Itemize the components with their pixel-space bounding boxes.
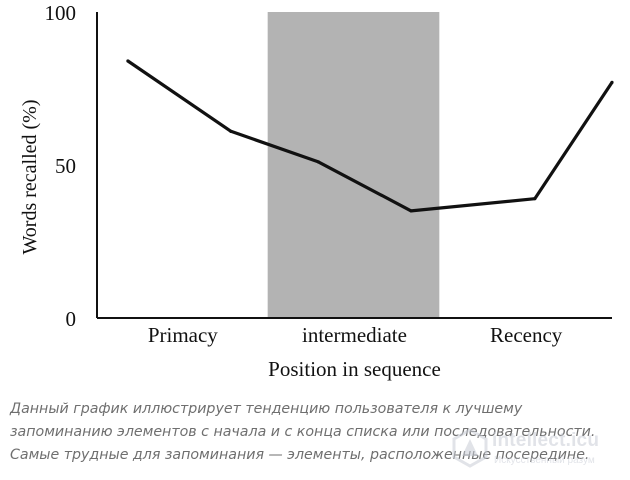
watermark-logo-icon bbox=[452, 428, 488, 468]
data-point bbox=[610, 80, 614, 84]
x-region-label: Recency bbox=[490, 323, 563, 347]
data-point bbox=[316, 160, 321, 164]
series-line bbox=[126, 59, 614, 213]
data-point bbox=[229, 129, 233, 133]
chart: 0 50 100 Primacy intermediate Recency Positi… bbox=[19, 1, 614, 381]
data-point bbox=[126, 59, 130, 63]
y-tick-label: 100 bbox=[45, 1, 77, 25]
y-tick-label: 0 bbox=[66, 307, 77, 331]
watermark-subtitle: Искусственный разум bbox=[494, 455, 595, 466]
watermark: intellect.icu Искусственный разум bbox=[452, 428, 630, 474]
watermark-brand: intellect.icu bbox=[492, 430, 600, 451]
y-tick-label: 50 bbox=[55, 154, 76, 178]
x-axis-label: Position in sequence bbox=[268, 357, 441, 381]
figure-panel: 0 50 100 Primacy intermediate Recency Positi… bbox=[19, 1, 614, 381]
x-region-label: intermediate bbox=[302, 323, 407, 347]
figure-caption: Данный график иллюстрирует тенденцию пол… bbox=[10, 401, 596, 463]
x-region-label: Primacy bbox=[148, 323, 218, 347]
y-axis-label: Words recalled (%) bbox=[19, 100, 41, 255]
data-point bbox=[533, 197, 537, 201]
intermediate-shaded-region bbox=[267, 12, 440, 318]
data-point bbox=[409, 209, 413, 213]
